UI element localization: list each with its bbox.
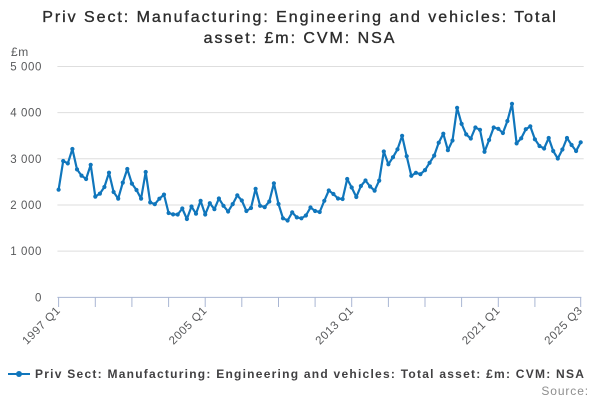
svg-text:3 000: 3 000 bbox=[10, 154, 42, 166]
svg-text:2005 Q1: 2005 Q1 bbox=[167, 305, 210, 348]
svg-text:2 000: 2 000 bbox=[10, 200, 42, 212]
svg-text:0: 0 bbox=[35, 292, 42, 304]
svg-text:2025 Q3: 2025 Q3 bbox=[543, 305, 586, 348]
svg-text:2013 Q1: 2013 Q1 bbox=[314, 305, 357, 348]
svg-text:5 000: 5 000 bbox=[10, 62, 42, 74]
svg-text:1 000: 1 000 bbox=[10, 246, 42, 258]
svg-text:4 000: 4 000 bbox=[10, 108, 42, 120]
svg-text:1997 Q1: 1997 Q1 bbox=[21, 305, 64, 348]
svg-text:2021 Q1: 2021 Q1 bbox=[460, 305, 503, 348]
